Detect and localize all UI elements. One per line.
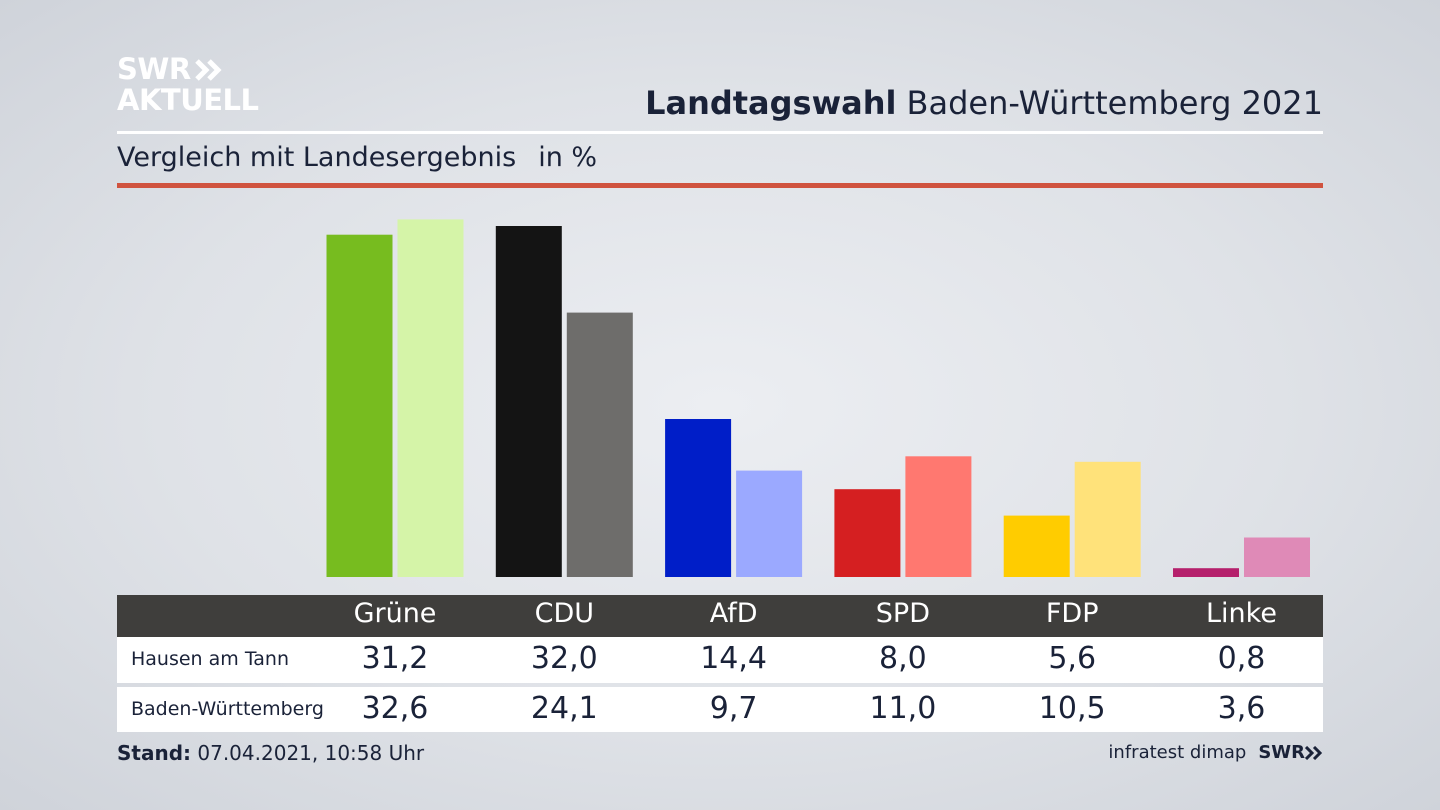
table-header: Grüne CDU AfD SPD FDP Linke (117, 595, 1323, 637)
category-label: Linke (1206, 598, 1277, 629)
category-label: SPD (875, 598, 930, 629)
row-label: Hausen am Tann (131, 648, 290, 670)
value-label: 8,0 (879, 641, 927, 676)
bar-linke-series-2 (1244, 537, 1310, 577)
value-label: 3,6 (1217, 691, 1266, 726)
swr-aktuell-logo: SWR AKTUELL (117, 54, 259, 116)
bar-fdp-series-2 (1074, 461, 1141, 577)
bar-afd-series-2 (736, 470, 803, 577)
logo-line2: AKTUELL (117, 83, 259, 117)
value-label: 11,0 (869, 691, 937, 726)
bar-spd-series-1 (834, 489, 901, 577)
bar-fdp-series-1 (1003, 515, 1070, 577)
value-label: 14,4 (700, 641, 767, 676)
value-label: 0,8 (1217, 641, 1266, 676)
stand-value: 07.04.2021, 10:58 Uhr (197, 741, 425, 765)
table-row: Baden-Württemberg 32,6 24,1 9,7 11,0 10,5 3,6 (117, 687, 1323, 732)
row-label: Baden-Württemberg (131, 698, 324, 720)
bar-afd-series-1 (665, 419, 732, 577)
value-label: 24,1 (530, 691, 598, 726)
bar-cdu-series-2 (566, 312, 633, 577)
bar-cdu-series-1 (495, 226, 562, 577)
title-divider (117, 131, 1323, 134)
subtitle-divider (117, 183, 1323, 188)
value-label: 32,0 (530, 641, 598, 676)
footer-logo-text: SWR (1258, 742, 1305, 763)
swr-footer-logo: SWR (1258, 742, 1323, 763)
value-label: 32,6 (361, 691, 429, 726)
category-label: Grüne (353, 598, 437, 629)
table-row: Hausen am Tann 31,2 32,0 14,4 8,0 5,6 0,8 (117, 637, 1323, 683)
unit-label: in % (538, 142, 598, 173)
stand-label: Stand: (117, 741, 192, 765)
source-label: infratest dimap (1108, 742, 1247, 763)
category-label: FDP (1045, 598, 1099, 629)
value-label: 5,6 (1048, 641, 1097, 676)
category-label: AfD (709, 598, 758, 629)
double-chevron-icon (1305, 745, 1323, 760)
bar-spd-series-2 (905, 456, 972, 577)
page-title: Landtagswahl Baden-Württemberg 2021 (645, 84, 1323, 122)
value-label: 10,5 (1038, 691, 1106, 726)
results-table: Grüne CDU AfD SPD FDP Linke Hausen am Tann 31… (117, 595, 1323, 732)
bar-linke-series-1 (1173, 568, 1239, 577)
bar-grne-series-2 (397, 219, 464, 577)
chart-subtitle: Vergleich mit Landesergebnis in % (117, 142, 597, 173)
logo-line1: SWR (117, 52, 191, 86)
bar-grne-series-1 (326, 234, 393, 577)
title-rest: Baden-Württemberg 2021 (906, 84, 1324, 122)
subtitle-text: Vergleich mit Landesergebnis (117, 142, 517, 173)
value-label: 31,2 (361, 641, 429, 676)
double-chevron-icon (194, 58, 225, 81)
source-credit: infratest dimap SWR (1108, 742, 1323, 763)
title-bold: Landtagswahl (645, 84, 897, 122)
value-label: 9,7 (709, 691, 758, 726)
category-label: CDU (534, 598, 594, 629)
timestamp: Stand: 07.04.2021, 10:58 Uhr (117, 741, 424, 765)
